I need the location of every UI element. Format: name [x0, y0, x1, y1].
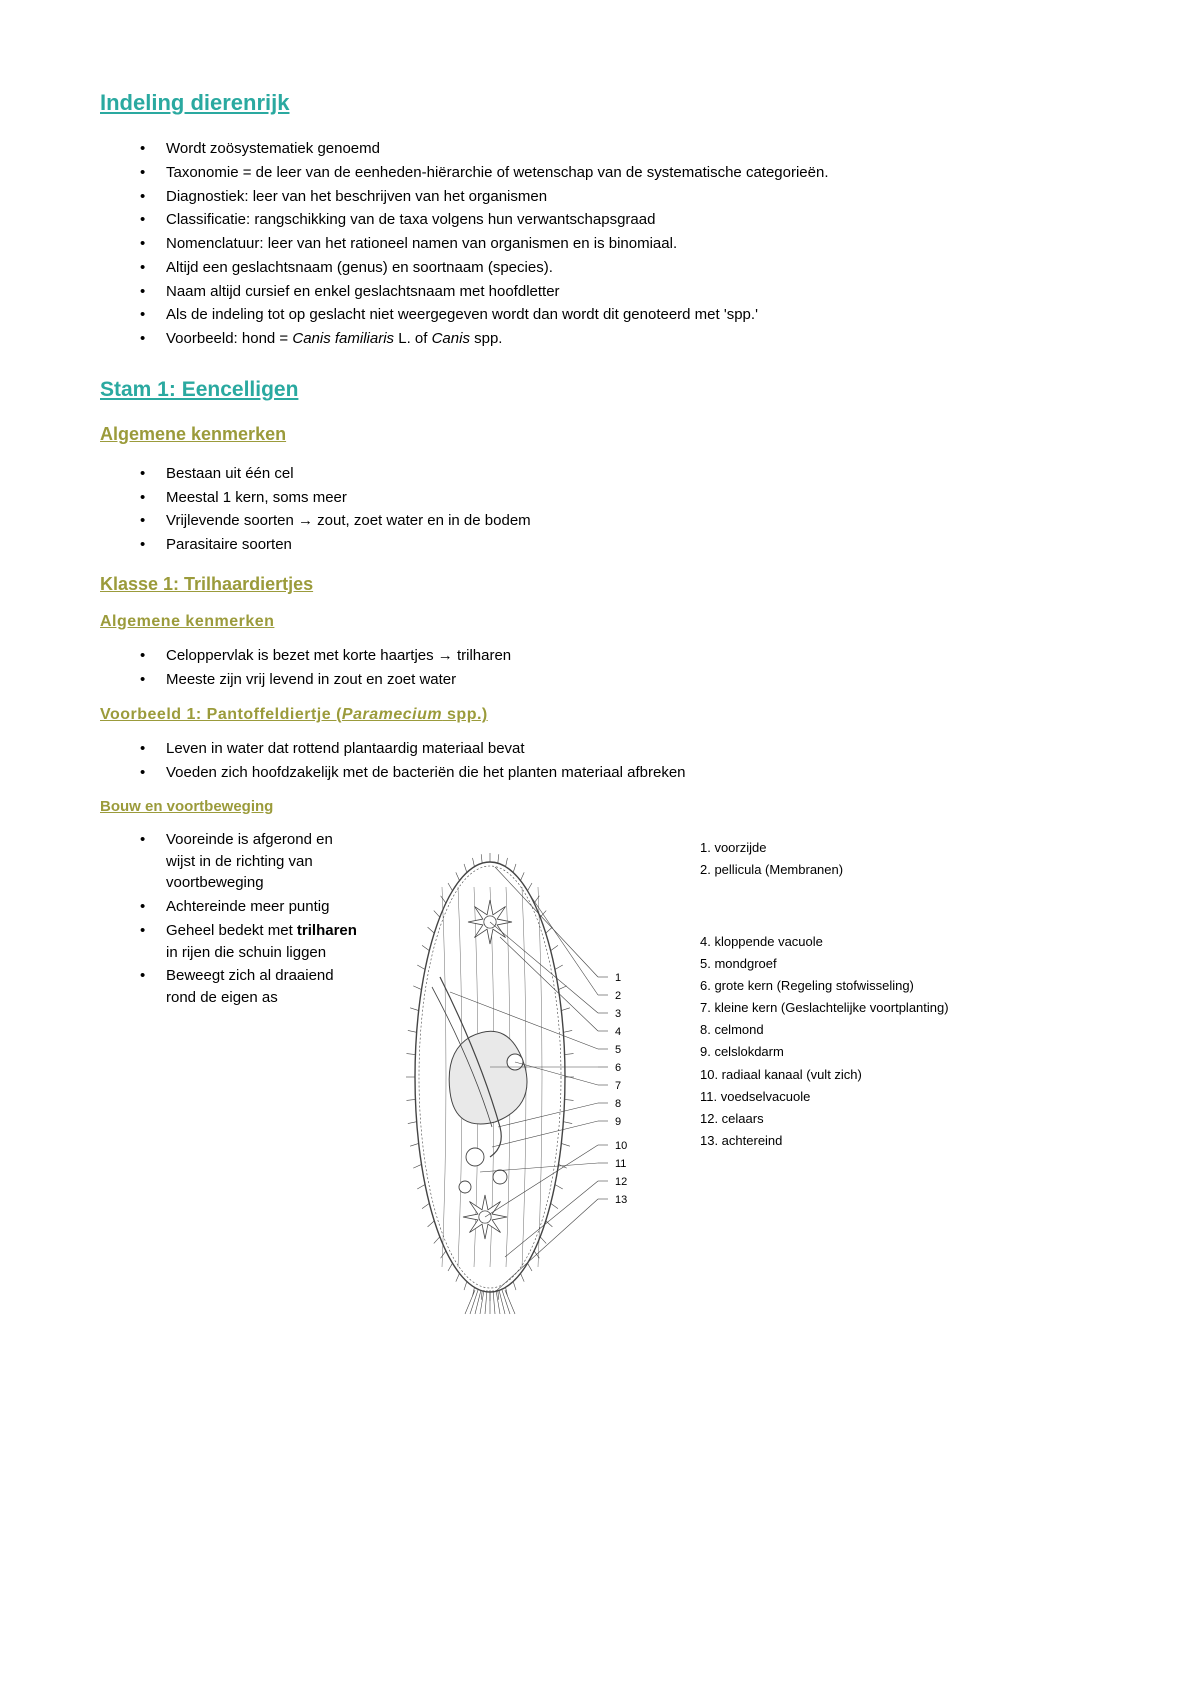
bouw-row: Vooreinde is afgerond en wijst in de ric…: [100, 827, 1100, 1327]
diagram-label: 4. kloppende vacuole: [700, 931, 949, 953]
list-item: Diagnostiek: leer van het beschrijven va…: [140, 186, 1100, 208]
list-item: Naam altijd cursief en enkel geslachtsna…: [140, 281, 1100, 303]
diagram-label: 6. grote kern (Regeling stofwisseling): [700, 975, 949, 997]
list-item: Voeden zich hoofdzakelijk met de bacteri…: [140, 762, 1100, 784]
list-item: Wordt zoösystematiek genoemd: [140, 138, 1100, 160]
svg-text:10: 10: [615, 1140, 627, 1152]
heading-klasse1: Klasse 1: Trilhaardiertjes: [100, 574, 1100, 595]
diagram-label: 1. voorzijde: [700, 837, 949, 859]
svg-text:12: 12: [615, 1176, 627, 1188]
diagram-label: 9. celslokdarm: [700, 1041, 949, 1063]
svg-text:5: 5: [615, 1044, 621, 1056]
list-item: Vrijlevende soorten → zout, zoet water e…: [140, 510, 1100, 532]
svg-text:3: 3: [615, 1008, 621, 1020]
list-item: Altijd een geslachtsnaam (genus) en soor…: [140, 257, 1100, 279]
diagram-label: 2. pellicula (Membranen): [700, 859, 949, 881]
heading-voorbeeld1: Voorbeeld 1: Pantoffeldiertje (Parameciu…: [100, 706, 1100, 724]
bullets-indeling: Wordt zoösystematiek genoemdTaxonomie = …: [100, 138, 1100, 350]
list-item: Meestal 1 kern, soms meer: [140, 487, 1100, 509]
bullets-voorbeeld1: Leven in water dat rottend plantaardig m…: [100, 738, 1100, 784]
list-item: Vooreinde is afgerond en wijst in de ric…: [140, 829, 360, 894]
svg-text:13: 13: [615, 1194, 627, 1206]
diagram-label: 7. kleine kern (Geslachtelijke voortplan…: [700, 997, 949, 1019]
list-item: Bestaan uit één cel: [140, 463, 1100, 485]
list-item: Geheel bedekt met trilharen in rijen die…: [140, 920, 360, 964]
list-item: Classificatie: rangschikking van de taxa…: [140, 209, 1100, 231]
document-page: Indeling dierenrijk Wordt zoösystematiek…: [0, 0, 1200, 1387]
heading-algemene-2: Algemene kenmerken: [100, 613, 1100, 631]
svg-text:11: 11: [615, 1158, 626, 1170]
bullets-algemene-2: Celoppervlak is bezet met korte haartjes…: [100, 645, 1100, 691]
list-item: Voorbeeld: hond = Canis familiaris L. of…: [140, 328, 1100, 350]
svg-text:6: 6: [615, 1062, 621, 1074]
list-item: Parasitaire soorten: [140, 534, 1100, 556]
diagram-label: 10. radiaal kanaal (vult zich): [700, 1064, 949, 1086]
diagram-labels: 1. voorzijde2. pellicula (Membranen) 4. …: [700, 827, 949, 1176]
list-item: Celoppervlak is bezet met korte haartjes…: [140, 645, 1100, 667]
svg-text:9: 9: [615, 1116, 621, 1128]
diagram-label: 12. celaars: [700, 1108, 949, 1130]
list-item: Achtereinde meer puntig: [140, 896, 360, 918]
diagram-label: 8. celmond: [700, 1019, 949, 1041]
list-item: Taxonomie = de leer van de eenheden-hiër…: [140, 162, 1100, 184]
svg-text:4: 4: [615, 1026, 621, 1038]
heading-algemene-1: Algemene kenmerken: [100, 424, 1100, 445]
diagram-label: 11. voedselvacuole: [700, 1086, 949, 1108]
paramecium-diagram: 12345678910111213: [380, 827, 680, 1327]
svg-text:1: 1: [615, 972, 621, 984]
list-item: Beweegt zich al draaiend rond de eigen a…: [140, 965, 360, 1009]
svg-text:7: 7: [615, 1080, 621, 1092]
heading-indeling: Indeling dierenrijk: [100, 90, 1100, 116]
list-item: Nomenclatuur: leer van het rationeel nam…: [140, 233, 1100, 255]
svg-text:2: 2: [615, 990, 621, 1002]
heading-stam1: Stam 1: Eencelligen: [100, 378, 1100, 402]
list-item: Leven in water dat rottend plantaardig m…: [140, 738, 1100, 760]
bouw-bullets-col: Vooreinde is afgerond en wijst in de ric…: [100, 827, 360, 1019]
diagram-label: 13. achtereind: [700, 1130, 949, 1152]
list-item: Meeste zijn vrij levend in zout en zoet …: [140, 669, 1100, 691]
heading-bouw: Bouw en voortbeweging: [100, 798, 1100, 815]
diagram-label: 5. mondgroef: [700, 953, 949, 975]
bullets-algemene-1: Bestaan uit één celMeestal 1 kern, soms …: [100, 463, 1100, 556]
list-item: Als de indeling tot op geslacht niet wee…: [140, 304, 1100, 326]
svg-text:8: 8: [615, 1098, 621, 1110]
